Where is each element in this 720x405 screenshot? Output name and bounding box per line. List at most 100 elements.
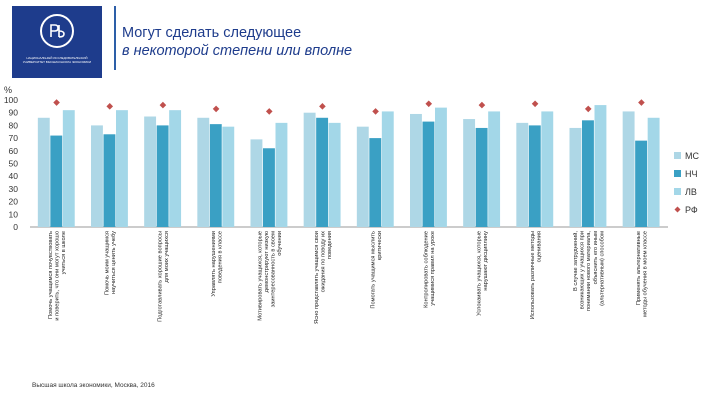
page-title-line2: в некоторой степени или вполне — [122, 43, 353, 59]
bar-МС-5 — [303, 112, 316, 227]
legend-label-МС: МС — [685, 151, 699, 161]
bar-МС-11 — [622, 111, 635, 227]
y-tick-label: 0 — [13, 222, 18, 232]
header-divider — [114, 6, 116, 70]
category-label: ожидания по поводу их — [320, 231, 326, 293]
bar-НЧ-7 — [422, 121, 435, 227]
legend-swatch-МС — [674, 152, 681, 159]
category-label: Применять альтернативные — [636, 231, 642, 305]
category-label: учиться в школе — [61, 231, 67, 274]
category-label-group: Мотивировать учащихся, которые демонстрир… — [257, 230, 283, 320]
category-label: для моих учащихся — [164, 231, 170, 283]
bar-МС-4 — [250, 139, 263, 227]
y-unit-label: % — [4, 85, 12, 95]
y-tick-label: 20 — [9, 197, 19, 207]
category-label: обучении — [277, 231, 283, 256]
marker-РФ-2 — [159, 101, 167, 109]
category-label-group: Помочь моим учащимся научиться ценить уче… — [104, 231, 117, 295]
bar-ЛВ-6 — [381, 111, 394, 227]
category-label-group: Контролировать соблюдение учащимися прави… — [423, 231, 436, 308]
bar-ЛВ-5 — [328, 122, 341, 227]
category-label: Управлять нарушениями — [211, 231, 217, 297]
category-label: понимании нового материала, — [586, 231, 592, 311]
category-label: Ясно представлять учащимся свои — [314, 231, 320, 324]
bar-НЧ-10 — [582, 120, 594, 227]
category-label: оценивания — [536, 231, 542, 262]
category-label: научиться ценить учебу — [111, 231, 117, 294]
y-tick-label: 10 — [9, 209, 19, 219]
bar-ЛВ-2 — [169, 110, 182, 227]
category-label-group: Ясно представлять учащимся свои ожидания … — [314, 231, 333, 324]
bar-ЛВ-1 — [116, 110, 128, 227]
bar-НЧ-2 — [156, 125, 169, 227]
bar-НЧ-11 — [635, 140, 648, 227]
y-tick-label: 100 — [4, 95, 18, 105]
marker-РФ-6 — [372, 108, 379, 115]
marker-РФ-4 — [265, 108, 273, 115]
marker-РФ-1 — [106, 103, 114, 110]
category-label: объяснить его иным — [593, 231, 599, 284]
bar-НЧ-0 — [50, 135, 63, 227]
category-label-group: Помогать учащимся мыслить критически — [370, 231, 383, 309]
page-title: Могут сделать следующее в некоторой степ… — [122, 24, 682, 60]
category-label: Успокаивать учащихся, которые — [477, 231, 483, 316]
category-label: заинтересованность в своем — [271, 231, 277, 307]
y-tick-label: 70 — [9, 133, 19, 143]
marker-РФ-0 — [53, 99, 60, 106]
category-label: Подготавливать хорошие вопросы — [158, 231, 164, 322]
bar-chart: % 0 10 20 30 40 50 60 70 80 90 100 Помочь учащимся п… — [4, 85, 700, 324]
category-label: критически — [377, 231, 383, 260]
category-label: поведения в классе — [217, 231, 223, 283]
y-tick-label: 30 — [9, 184, 19, 194]
header-bar: НАЦИОНАЛЬНЫЙ ИССЛЕДОВАТЕЛЬСКИЙ УНИВЕРСИТ… — [0, 0, 720, 84]
legend-label-ЛВ: ЛВ — [685, 187, 697, 197]
bar-МС-8 — [463, 119, 476, 227]
y-tick-label: 90 — [9, 108, 19, 118]
category-label-group: В случае затруднений, возникающих у учащи… — [572, 231, 605, 311]
category-label: Мотивировать учащихся, которые — [257, 231, 263, 321]
legend-swatch-НЧ — [674, 170, 681, 177]
legend-swatch-РФ — [674, 206, 681, 213]
marker-РФ-3 — [212, 105, 220, 113]
marker-РФ-8 — [478, 101, 486, 109]
category-label: (альтернативным) способом — [599, 231, 605, 306]
bar-ЛВ-4 — [275, 122, 288, 227]
marker-РФ-9 — [531, 100, 539, 108]
category-label-group: Подготавливать хорошие вопросы для моих у… — [158, 231, 171, 322]
page-title-line1: Могут сделать следующее — [122, 25, 302, 41]
bar-ЛВ-10 — [594, 105, 607, 227]
bar-НЧ-5 — [316, 117, 329, 227]
category-label: Помогать учащимся мыслить — [370, 231, 376, 309]
bar-ЛВ-7 — [435, 107, 447, 227]
bar-НЧ-8 — [475, 127, 488, 227]
marker-РФ-10 — [584, 105, 592, 113]
bar-НЧ-3 — [209, 124, 222, 227]
category-label-group: Управлять нарушениями поведения в классе — [211, 231, 224, 297]
marker-РФ-11 — [638, 99, 645, 106]
y-tick-label: 50 — [9, 159, 19, 169]
y-tick-label: 80 — [9, 120, 19, 130]
footer-caption: Высшая школа экономики, Москва, 2016 — [32, 382, 155, 389]
bar-НЧ-1 — [103, 134, 116, 227]
category-label-group: Успокаивать учащихся, которые нарушают ди… — [477, 231, 490, 316]
bar-ЛВ-11 — [647, 117, 660, 227]
legend-swatch-ЛВ — [674, 188, 681, 195]
bar-МС-1 — [91, 125, 103, 227]
bar-МС-6 — [356, 126, 369, 227]
bar-МС-9 — [516, 122, 529, 227]
category-label: поведения — [327, 231, 333, 259]
category-label: учащимися правил на уроке — [430, 231, 436, 306]
bar-ЛВ-0 — [62, 110, 75, 227]
y-tick-label: 40 — [9, 171, 19, 181]
category-label: и поверить, что они могут хорошо — [55, 231, 61, 321]
category-label-group: Использовать различные методы оценивания — [530, 231, 543, 319]
bar-НЧ-4 — [263, 148, 275, 227]
bar-ЛВ-9 — [541, 111, 554, 227]
bar-ЛВ-8 — [488, 111, 501, 227]
bar-МС-2 — [144, 116, 157, 227]
marker-РФ-7 — [425, 100, 433, 108]
bar-МС-0 — [37, 117, 50, 227]
bar-МС-10 — [569, 127, 582, 227]
logo-emblem-icon — [40, 14, 74, 48]
bar-МС-7 — [410, 113, 422, 227]
